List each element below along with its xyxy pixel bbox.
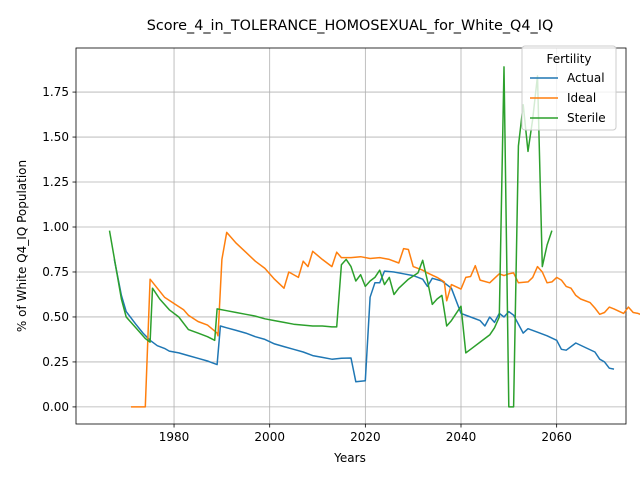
x-tick-label: 2040 — [446, 430, 477, 444]
legend: Fertility Actual Ideal Sterile — [521, 45, 617, 131]
legend-title: Fertility — [546, 52, 591, 66]
x-tick-label: 1980 — [159, 430, 190, 444]
legend-label-sterile: Sterile — [567, 111, 606, 125]
x-axis-label: Years — [333, 451, 366, 465]
y-tick-label: 0.25 — [42, 355, 69, 369]
series-lines — [108, 66, 640, 408]
y-tick-label: 1.25 — [42, 175, 69, 189]
grid — [76, 48, 626, 424]
legend-label-actual: Actual — [567, 71, 605, 85]
plot-area — [75, 47, 627, 425]
x-axis-ticks: 1980 2000 2020 2040 2060 — [159, 424, 572, 444]
y-tick-label: 1.75 — [42, 85, 69, 99]
y-axis-label: % of White Q4_IQ Population — [15, 160, 29, 332]
y-tick-label: 0.00 — [42, 400, 69, 414]
y-tick-label: 1.50 — [42, 130, 69, 144]
chart-title: Score_4_in_TOLERANCE_HOMOSEXUAL_for_Whit… — [147, 18, 554, 34]
y-tick-label: 0.75 — [42, 265, 69, 279]
series-line-ideal — [131, 231, 640, 408]
series-line-actual — [113, 259, 615, 383]
y-tick-label: 0.50 — [42, 310, 69, 324]
legend-label-ideal: Ideal — [567, 91, 596, 105]
y-tick-label: 1.00 — [42, 220, 69, 234]
legend-box — [521, 45, 617, 131]
x-tick-label: 2000 — [254, 430, 285, 444]
series-line-sterile — [108, 66, 553, 408]
y-axis-ticks: 0.00 0.25 0.50 0.75 1.00 1.25 1.50 1.75 — [42, 85, 76, 414]
x-tick-label: 2020 — [350, 430, 381, 444]
x-tick-label: 2060 — [541, 430, 572, 444]
